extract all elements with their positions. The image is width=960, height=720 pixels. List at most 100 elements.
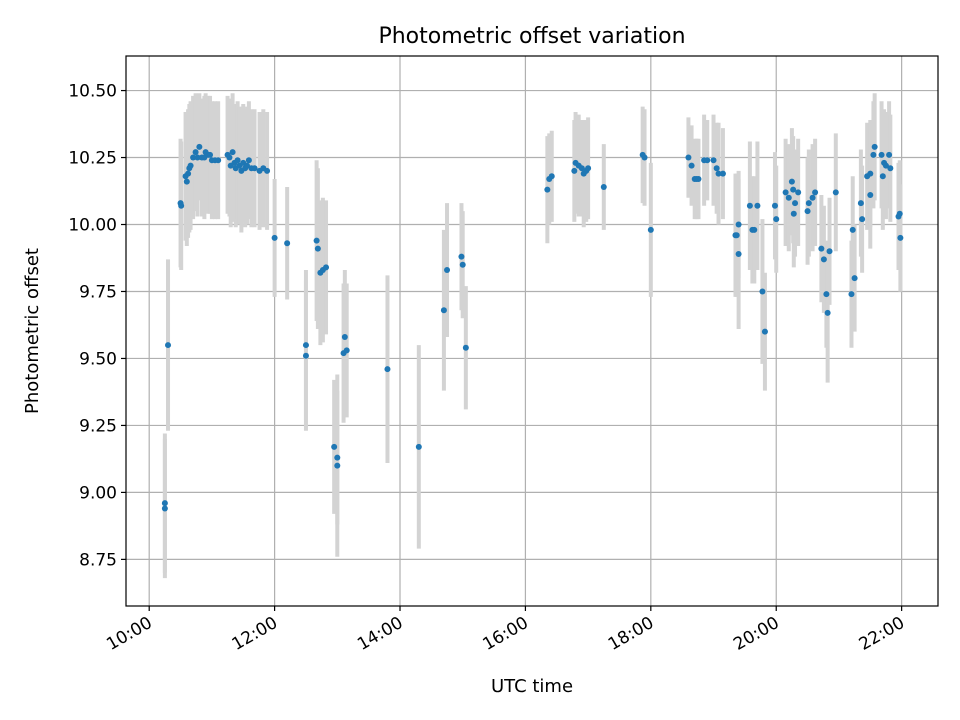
data-point — [870, 151, 877, 158]
data-point — [341, 334, 348, 341]
data-point — [735, 221, 742, 228]
chart-title: Photometric offset variation — [378, 24, 685, 49]
y-tick-label: 9.75 — [79, 282, 117, 302]
data-point — [790, 210, 797, 217]
data-point — [226, 154, 233, 161]
data-point — [548, 173, 555, 180]
data-point — [788, 178, 795, 185]
data-point — [196, 143, 203, 150]
data-point — [215, 157, 222, 164]
data-point — [773, 216, 780, 223]
data-point — [879, 173, 886, 180]
data-point — [331, 443, 338, 450]
data-point — [685, 154, 692, 161]
data-point — [851, 275, 858, 282]
data-point — [192, 149, 199, 156]
data-point — [334, 462, 341, 469]
y-tick-label: 10.25 — [68, 149, 117, 169]
y-axis-label: Photometric offset — [22, 248, 43, 414]
data-point — [820, 256, 827, 263]
data-point — [245, 157, 252, 164]
data-point — [886, 151, 893, 158]
data-point — [715, 170, 722, 177]
data-point — [713, 165, 720, 172]
data-point — [284, 240, 291, 247]
data-point — [823, 291, 830, 298]
data-point — [735, 250, 742, 257]
data-point — [848, 291, 855, 298]
y-tick-label: 9.50 — [79, 349, 117, 369]
data-point — [462, 344, 469, 351]
data-point — [190, 154, 197, 161]
data-point — [585, 165, 592, 172]
data-point — [887, 165, 894, 172]
data-point — [871, 143, 878, 150]
y-tick-label: 9.00 — [79, 483, 117, 503]
data-point — [824, 309, 831, 316]
data-points — [161, 143, 904, 512]
data-point — [459, 261, 466, 268]
data-point — [302, 342, 309, 349]
data-point — [194, 154, 201, 161]
data-point — [751, 226, 758, 233]
data-point — [818, 245, 825, 252]
data-point — [187, 162, 194, 169]
data-point — [761, 328, 768, 335]
data-point — [849, 226, 856, 233]
data-point — [719, 170, 726, 177]
data-point — [415, 443, 422, 450]
y-tick-label: 8.75 — [79, 550, 117, 570]
data-point — [882, 162, 889, 169]
data-point — [323, 264, 330, 271]
data-point — [161, 505, 168, 512]
data-point — [878, 151, 885, 158]
data-point — [733, 232, 740, 239]
data-point — [688, 162, 695, 169]
data-point — [234, 157, 241, 164]
data-point — [859, 216, 866, 223]
data-point — [314, 245, 321, 252]
x-axis-label: UTC time — [491, 676, 573, 697]
y-tick-label: 10.50 — [68, 82, 117, 102]
data-point — [826, 248, 833, 255]
data-point — [313, 237, 320, 244]
y-tick-label: 10.00 — [68, 216, 117, 236]
data-point — [812, 189, 819, 196]
data-point — [183, 178, 190, 185]
data-point — [178, 202, 185, 209]
data-point — [792, 200, 799, 207]
data-point — [544, 186, 551, 193]
data-point — [161, 500, 168, 507]
data-point — [578, 165, 585, 172]
data-point — [458, 253, 465, 260]
y-axis-ticks: 8.75 9.00 9.25 9.50 9.75 10.00 10.25 10.50 — [68, 82, 126, 570]
y-tick-label: 9.25 — [79, 416, 117, 436]
data-point — [867, 170, 874, 177]
data-point — [600, 184, 607, 191]
data-point — [746, 202, 753, 209]
data-point — [759, 288, 766, 295]
data-point — [343, 347, 350, 354]
data-point — [229, 149, 236, 156]
data-point — [754, 202, 761, 209]
data-point — [302, 352, 309, 359]
plot-frame — [125, 55, 939, 607]
data-point — [647, 226, 654, 233]
data-point — [710, 157, 717, 164]
data-point — [641, 154, 648, 161]
data-point — [804, 208, 811, 215]
data-point — [165, 342, 172, 349]
data-point — [264, 167, 271, 174]
data-point — [271, 234, 278, 241]
grid — [126, 56, 938, 606]
data-point — [244, 162, 251, 169]
data-point — [785, 194, 792, 201]
data-point — [795, 189, 802, 196]
data-point — [251, 165, 258, 172]
data-point — [805, 200, 812, 207]
data-point — [896, 210, 903, 217]
data-point — [867, 192, 874, 199]
data-point — [771, 202, 778, 209]
data-point — [571, 167, 578, 174]
